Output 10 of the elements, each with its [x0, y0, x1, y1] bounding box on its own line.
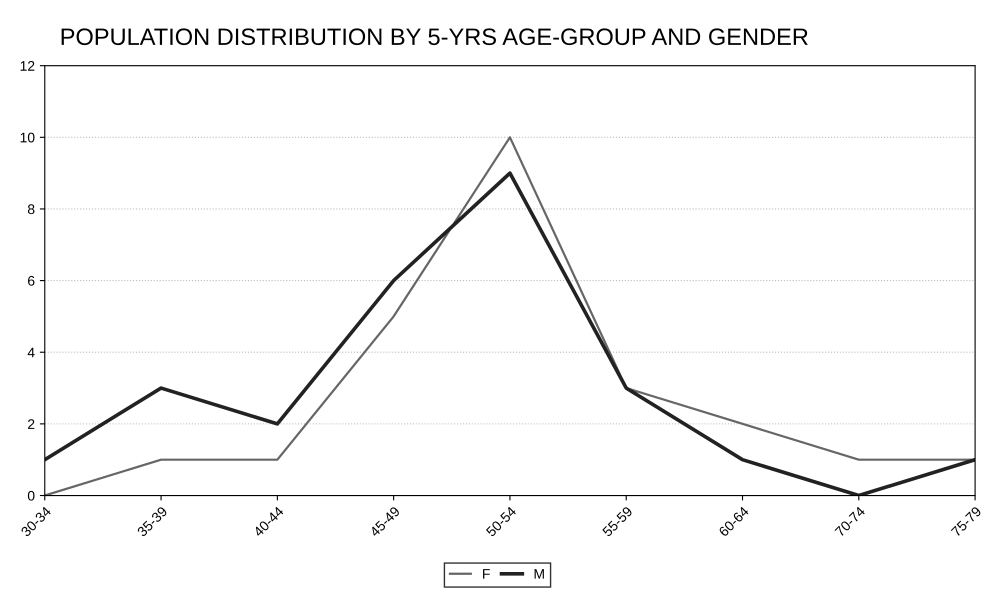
- y-tick-label: 0: [28, 490, 35, 501]
- y-tick-label: 10: [20, 132, 35, 142]
- chart-title: POPULATION DISTRIBUTION BY 5-YRS AGE-GROUP AND GENDER: [62, 28, 808, 46]
- y-tick-label: 2: [28, 419, 34, 429]
- y-tick-label: 12: [20, 61, 34, 71]
- legend-label: M: [534, 569, 544, 579]
- y-tick-label: 4: [28, 348, 35, 358]
- y-tick-label: 8: [28, 204, 34, 214]
- y-tick-label: 6: [28, 276, 34, 286]
- legend-label: F: [483, 569, 490, 579]
